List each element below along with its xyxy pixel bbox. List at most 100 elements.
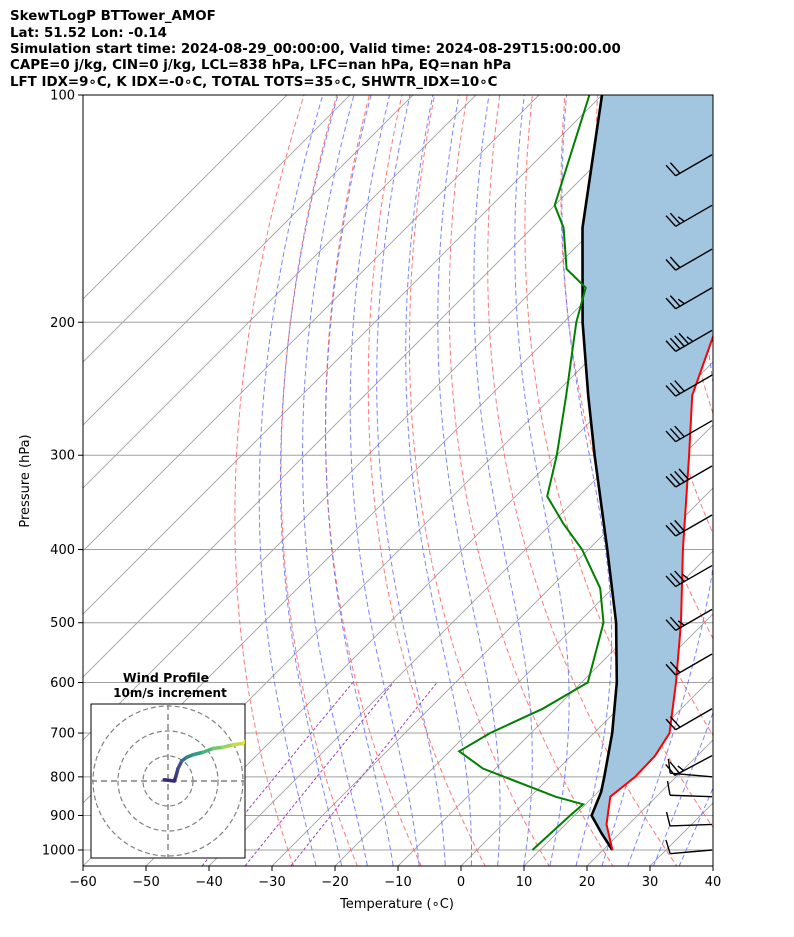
dry-adiabat [487, 95, 678, 866]
dry-adiabat [280, 95, 358, 866]
wind-barb-flag [669, 256, 681, 269]
wind-barb-flag [665, 385, 677, 397]
wind-barb-flag [677, 620, 685, 626]
wind-barb [665, 465, 713, 488]
moist-adiabat [349, 95, 420, 866]
wind-barb [666, 781, 713, 798]
wind-barb [665, 154, 713, 177]
wind-barb-shaft [675, 465, 713, 488]
moist-adiabat [652, 711, 713, 866]
wind-barb-shaft [675, 374, 713, 397]
moist-adiabat [325, 95, 394, 866]
hodograph-ring [117, 730, 219, 832]
moist-adiabat [302, 95, 368, 866]
isotherm-line [83, 95, 288, 300]
dry-adiabat [448, 95, 614, 866]
mixing-ratio-line [290, 682, 438, 866]
mixing-ratio-line [201, 682, 354, 866]
wind-barb-flag [682, 573, 690, 580]
wind-barb-flag [669, 428, 681, 440]
wind-barb-flag [669, 212, 681, 225]
dry-adiabat [728, 95, 794, 881]
y-tick-label: 100 [50, 89, 75, 104]
moist-adiabat [258, 95, 324, 866]
wind-barb-flag [669, 572, 681, 585]
wind-barb-flag [669, 295, 681, 307]
hodograph-subtitle: 10m/s increment [113, 686, 227, 700]
wind-barb-flag [665, 839, 671, 854]
y-tick-label: 900 [50, 809, 75, 824]
wind-barb-flag [677, 765, 685, 772]
isotherm-line [83, 95, 351, 363]
wind-barb [665, 708, 713, 731]
wind-barb-flag [677, 216, 685, 222]
moist-adiabat [280, 95, 343, 866]
y-tick-label: 700 [50, 727, 75, 742]
wind-barb-flag [669, 473, 681, 485]
parcel-profile-line [581, 95, 619, 851]
wind-barb-flag [678, 332, 690, 345]
moist-adiabat [561, 95, 613, 866]
wind-barb-flag [669, 162, 681, 174]
wind-barb-flag [674, 519, 685, 532]
y-tick-label: 200 [50, 316, 75, 331]
wind-barb-flag [665, 430, 677, 443]
wind-barb-flag [674, 335, 685, 347]
wind-barb-flag [669, 616, 681, 629]
x-tick-label: −50 [132, 875, 159, 890]
wind-barb-flag [674, 570, 685, 583]
isotherm-line [83, 95, 414, 426]
wind-barb-flag [665, 215, 677, 227]
mixing-ratio-line [244, 682, 394, 866]
dry-adiabat [560, 95, 713, 737]
parcel-shading [582, 95, 713, 850]
x-tick-label: −20 [321, 875, 348, 890]
temperature-line [605, 333, 713, 851]
y-tick-label: 400 [50, 543, 75, 558]
x-tick-label: −30 [258, 875, 285, 890]
header-line-1: SkewTLogP BTTower_AMOF [10, 9, 216, 24]
wind-barb-shaft [674, 755, 713, 777]
wind-barb-flag [669, 522, 681, 534]
wind-barb-shaft [670, 849, 713, 855]
hodograph-segment [241, 739, 245, 746]
wind-barb [665, 755, 713, 777]
wind-barb [665, 839, 713, 855]
wind-barb [665, 811, 713, 827]
wind-barb-flag [665, 340, 677, 352]
x-tick-label: 30 [642, 875, 659, 890]
moist-adiabat [376, 95, 446, 866]
isotherm-line [397, 550, 713, 866]
dewpoint-line [457, 95, 605, 851]
wind-barb [665, 204, 713, 227]
moist-adiabat [473, 95, 533, 866]
wind-barb-flag [665, 718, 677, 731]
wind-barb-shaft [675, 708, 713, 731]
wind-barb-shaft [670, 823, 713, 827]
x-tick-label: 20 [579, 875, 596, 890]
isotherm-line [83, 95, 477, 489]
isotherm-line [460, 613, 713, 866]
x-axis-label: Temperature (∘C) [339, 897, 454, 912]
wind-barb-flag [686, 336, 694, 342]
wind-barb-flag [665, 811, 671, 827]
y-tick-label: 500 [50, 616, 75, 631]
wind-barb-shaft [675, 653, 713, 676]
wind-barb-flag [665, 575, 677, 588]
header-line-4: CAPE=0 j/kg, CIN=0 j/kg, LCL=838 hPa, LF… [10, 58, 512, 73]
wind-barb-flag [665, 663, 677, 676]
wind-barb-flag [665, 619, 677, 631]
wind-barb-flag [674, 425, 685, 438]
wind-barb-shaft [675, 248, 713, 271]
wind-barb-flag [678, 468, 690, 480]
header-line-3: Simulation start time: 2024-08-29_00:00:… [10, 42, 621, 57]
wind-barb [665, 514, 713, 537]
wind-barb-flag [674, 470, 685, 483]
x-tick-label: −10 [384, 875, 411, 890]
header-line-2: Lat: 51.52 Lon: -0.14 [10, 26, 167, 41]
y-axis-label: Pressure (hPa) [18, 434, 33, 527]
dry-adiabat [367, 95, 486, 866]
x-tick-label: 0 [457, 875, 465, 890]
wind-barb-flag [666, 781, 671, 796]
